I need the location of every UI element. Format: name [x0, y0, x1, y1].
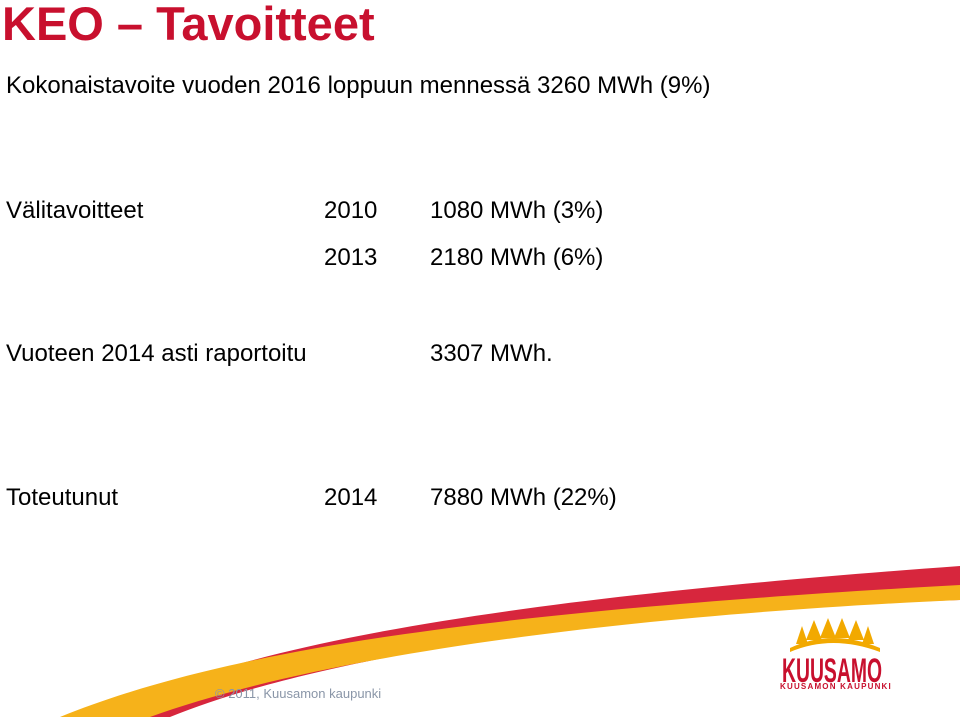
- milestone-value: 1080 MWh (3%): [430, 197, 604, 224]
- logo-subtitle: KUUSAMON KAUPUNKI: [780, 682, 892, 691]
- realized-year: 2014: [324, 484, 378, 511]
- reported-value: 3307 MWh.: [430, 340, 553, 367]
- milestone-year: 2013: [324, 244, 378, 271]
- swoosh-yellow-band: [60, 585, 960, 717]
- realized-value: 7880 MWh (22%): [430, 484, 617, 511]
- kuusamo-logo: KUUSAMO: [782, 618, 882, 690]
- realized-label: Toteutunut: [6, 484, 119, 511]
- milestone-year: 2010: [324, 197, 378, 224]
- reported-label: Vuoteen 2014 asti raportoitu: [6, 340, 307, 367]
- overall-goal: Kokonaistavoite vuoden 2016 loppuun menn…: [6, 72, 711, 99]
- milestones-label: Välitavoitteet: [6, 197, 144, 224]
- copyright-text: © 2011, Kuusamon kaupunki: [215, 686, 382, 701]
- slide-title: KEO – Tavoitteet: [2, 0, 375, 50]
- milestone-value: 2180 MWh (6%): [430, 244, 604, 271]
- logo-word: KUUSAMO: [782, 652, 882, 690]
- logo-crown: [790, 618, 880, 652]
